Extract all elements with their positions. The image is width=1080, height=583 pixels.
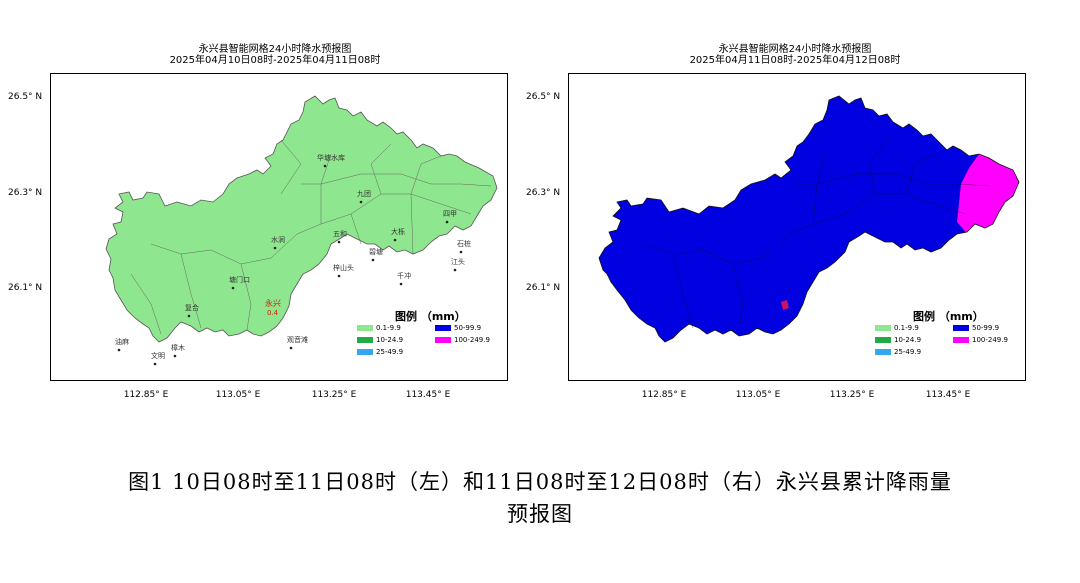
map-title-right: 永兴县智能网格24小时降水预报图 2025年04月11日08时-2025年04月… bbox=[550, 44, 1040, 66]
legend-left: 图例 （mm） 0.1-9.9 50-99.9 10-24.9 100-249.… bbox=[357, 308, 497, 368]
legend-label: 50-99.9 bbox=[972, 324, 1000, 332]
x-tick-11305: 113.05° E bbox=[735, 390, 781, 400]
legend-label: 10-24.9 bbox=[376, 336, 404, 344]
county-seat-label: 永兴 bbox=[265, 298, 281, 308]
y-tick-265: 26.5° N bbox=[526, 92, 561, 102]
svg-text:大栎: 大栎 bbox=[391, 227, 405, 236]
map-panel-left: 永兴县智能网格24小时降水预报图 2025年04月10日08时-2025年04月… bbox=[0, 40, 508, 400]
x-tick-11325: 113.25° E bbox=[829, 390, 875, 400]
svg-text:塘门口: 塘门口 bbox=[229, 275, 250, 284]
figure-caption: 图1 10日08时至11日08时（左）和11日08时至12日08时（右）永兴县累… bbox=[0, 466, 1080, 530]
svg-text:江头: 江头 bbox=[451, 257, 465, 266]
legend-item-0: 0.1-9.9 bbox=[875, 324, 919, 333]
x-tick-11345: 113.45° E bbox=[405, 390, 451, 400]
svg-text:梓山头: 梓山头 bbox=[333, 263, 354, 272]
caption-line2: 预报图 bbox=[507, 502, 573, 526]
map-title-line1: 永兴县智能网格24小时降水预报图 bbox=[718, 44, 872, 55]
y-tick-263: 26.3° N bbox=[526, 188, 561, 198]
svg-text:樟木: 樟木 bbox=[171, 343, 185, 352]
legend-swatch bbox=[953, 337, 969, 343]
map-title-left: 永兴县智能网格24小时降水预报图 2025年04月10日08时-2025年04月… bbox=[30, 44, 520, 66]
y-tick-261: 26.1° N bbox=[526, 283, 561, 293]
legend-swatch bbox=[953, 325, 969, 331]
x-tick-11325: 113.25° E bbox=[311, 390, 357, 400]
svg-text:五和: 五和 bbox=[333, 229, 347, 238]
x-tick-11285: 112.85° E bbox=[641, 390, 687, 400]
svg-text:碧塘: 碧塘 bbox=[369, 247, 383, 256]
svg-text:观音滩: 观音滩 bbox=[287, 335, 308, 344]
map-frame-right: 图例 （mm） 0.1-9.9 50-99.9 10-24.9 100-249.… bbox=[568, 73, 1026, 381]
caption-line1: 图1 10日08时至11日08时（左）和11日08时至12日08时（右）永兴县累… bbox=[128, 470, 952, 494]
legend-swatch bbox=[357, 337, 373, 343]
township-borders bbox=[130, 139, 492, 335]
legend-swatch bbox=[435, 325, 451, 331]
legend-item-4: 25-49.9 bbox=[875, 348, 921, 357]
legend-title: 图例 （mm） bbox=[395, 310, 466, 323]
legend-swatch bbox=[875, 349, 891, 355]
legend-label: 25-49.9 bbox=[376, 348, 404, 356]
legend-swatch bbox=[357, 325, 373, 331]
svg-text:华塘水库: 华塘水库 bbox=[317, 153, 345, 162]
map-title-line2: 2025年04月11日08时-2025年04月12日08时 bbox=[689, 55, 901, 66]
legend-label: 10-24.9 bbox=[894, 336, 922, 344]
legend-swatch bbox=[875, 337, 891, 343]
legend-item-1: 50-99.9 bbox=[953, 324, 999, 333]
township-borders bbox=[642, 139, 990, 331]
legend-swatch bbox=[435, 337, 451, 343]
y-tick-265: 26.5° N bbox=[8, 92, 43, 102]
legend-label: 0.1-9.9 bbox=[894, 324, 919, 332]
svg-text:油麻: 油麻 bbox=[115, 337, 129, 346]
y-tick-263: 26.3° N bbox=[8, 188, 43, 198]
map-title-line1: 永兴县智能网格24小时降水预报图 bbox=[198, 44, 352, 55]
svg-text:文明: 文明 bbox=[151, 351, 165, 360]
map-title-line2: 2025年04月10日08时-2025年04月11日08时 bbox=[169, 55, 381, 66]
map-frame-left: 华塘水库 九团 四甲 五和 大栎 石桩 江头 水涧 梓山头 千冲 碧塘 复合 文… bbox=[50, 73, 508, 381]
y-tick-261: 26.1° N bbox=[8, 283, 43, 293]
legend-item-1: 50-99.9 bbox=[435, 324, 481, 333]
legend-item-2: 10-24.9 bbox=[875, 336, 921, 345]
county-map-right bbox=[598, 95, 1020, 343]
svg-text:千冲: 千冲 bbox=[397, 271, 411, 280]
legend-item-4: 25-49.9 bbox=[357, 348, 403, 357]
station-labels: 华塘水库 九团 四甲 五和 大栎 石桩 江头 水涧 梓山头 千冲 碧塘 复合 文… bbox=[115, 153, 471, 360]
legend-label: 50-99.9 bbox=[454, 324, 482, 332]
county-seat-value: 0.4 bbox=[267, 309, 279, 317]
svg-text:水涧: 水涧 bbox=[271, 235, 285, 244]
map-panel-right: 永兴县智能网格24小时降水预报图 2025年04月11日08时-2025年04月… bbox=[520, 40, 1026, 400]
legend-right: 图例 （mm） 0.1-9.9 50-99.9 10-24.9 100-249.… bbox=[875, 308, 1015, 368]
small-heavy-patch bbox=[781, 300, 789, 310]
legend-item-3: 100-249.9 bbox=[953, 336, 1008, 345]
svg-text:四甲: 四甲 bbox=[443, 210, 457, 218]
x-tick-11345: 113.45° E bbox=[925, 390, 971, 400]
legend-title: 图例 （mm） bbox=[913, 310, 984, 323]
legend-label: 100-249.9 bbox=[454, 336, 490, 344]
svg-text:九团: 九团 bbox=[357, 189, 371, 198]
legend-swatch bbox=[875, 325, 891, 331]
legend-label: 100-249.9 bbox=[972, 336, 1008, 344]
legend-swatch bbox=[357, 349, 373, 355]
x-tick-11285: 112.85° E bbox=[123, 390, 169, 400]
legend-label: 0.1-9.9 bbox=[376, 324, 401, 332]
x-tick-11305: 113.05° E bbox=[215, 390, 261, 400]
legend-item-0: 0.1-9.9 bbox=[357, 324, 401, 333]
svg-text:石桩: 石桩 bbox=[457, 239, 471, 248]
legend-label: 25-49.9 bbox=[894, 348, 922, 356]
county-region bbox=[105, 95, 498, 343]
svg-text:复合: 复合 bbox=[185, 303, 199, 312]
legend-item-2: 10-24.9 bbox=[357, 336, 403, 345]
legend-item-3: 100-249.9 bbox=[435, 336, 490, 345]
county-map-left: 华塘水库 九团 四甲 五和 大栎 石桩 江头 水涧 梓山头 千冲 碧塘 复合 文… bbox=[105, 95, 498, 366]
county-outline bbox=[598, 95, 1020, 343]
station-markers bbox=[117, 164, 463, 366]
